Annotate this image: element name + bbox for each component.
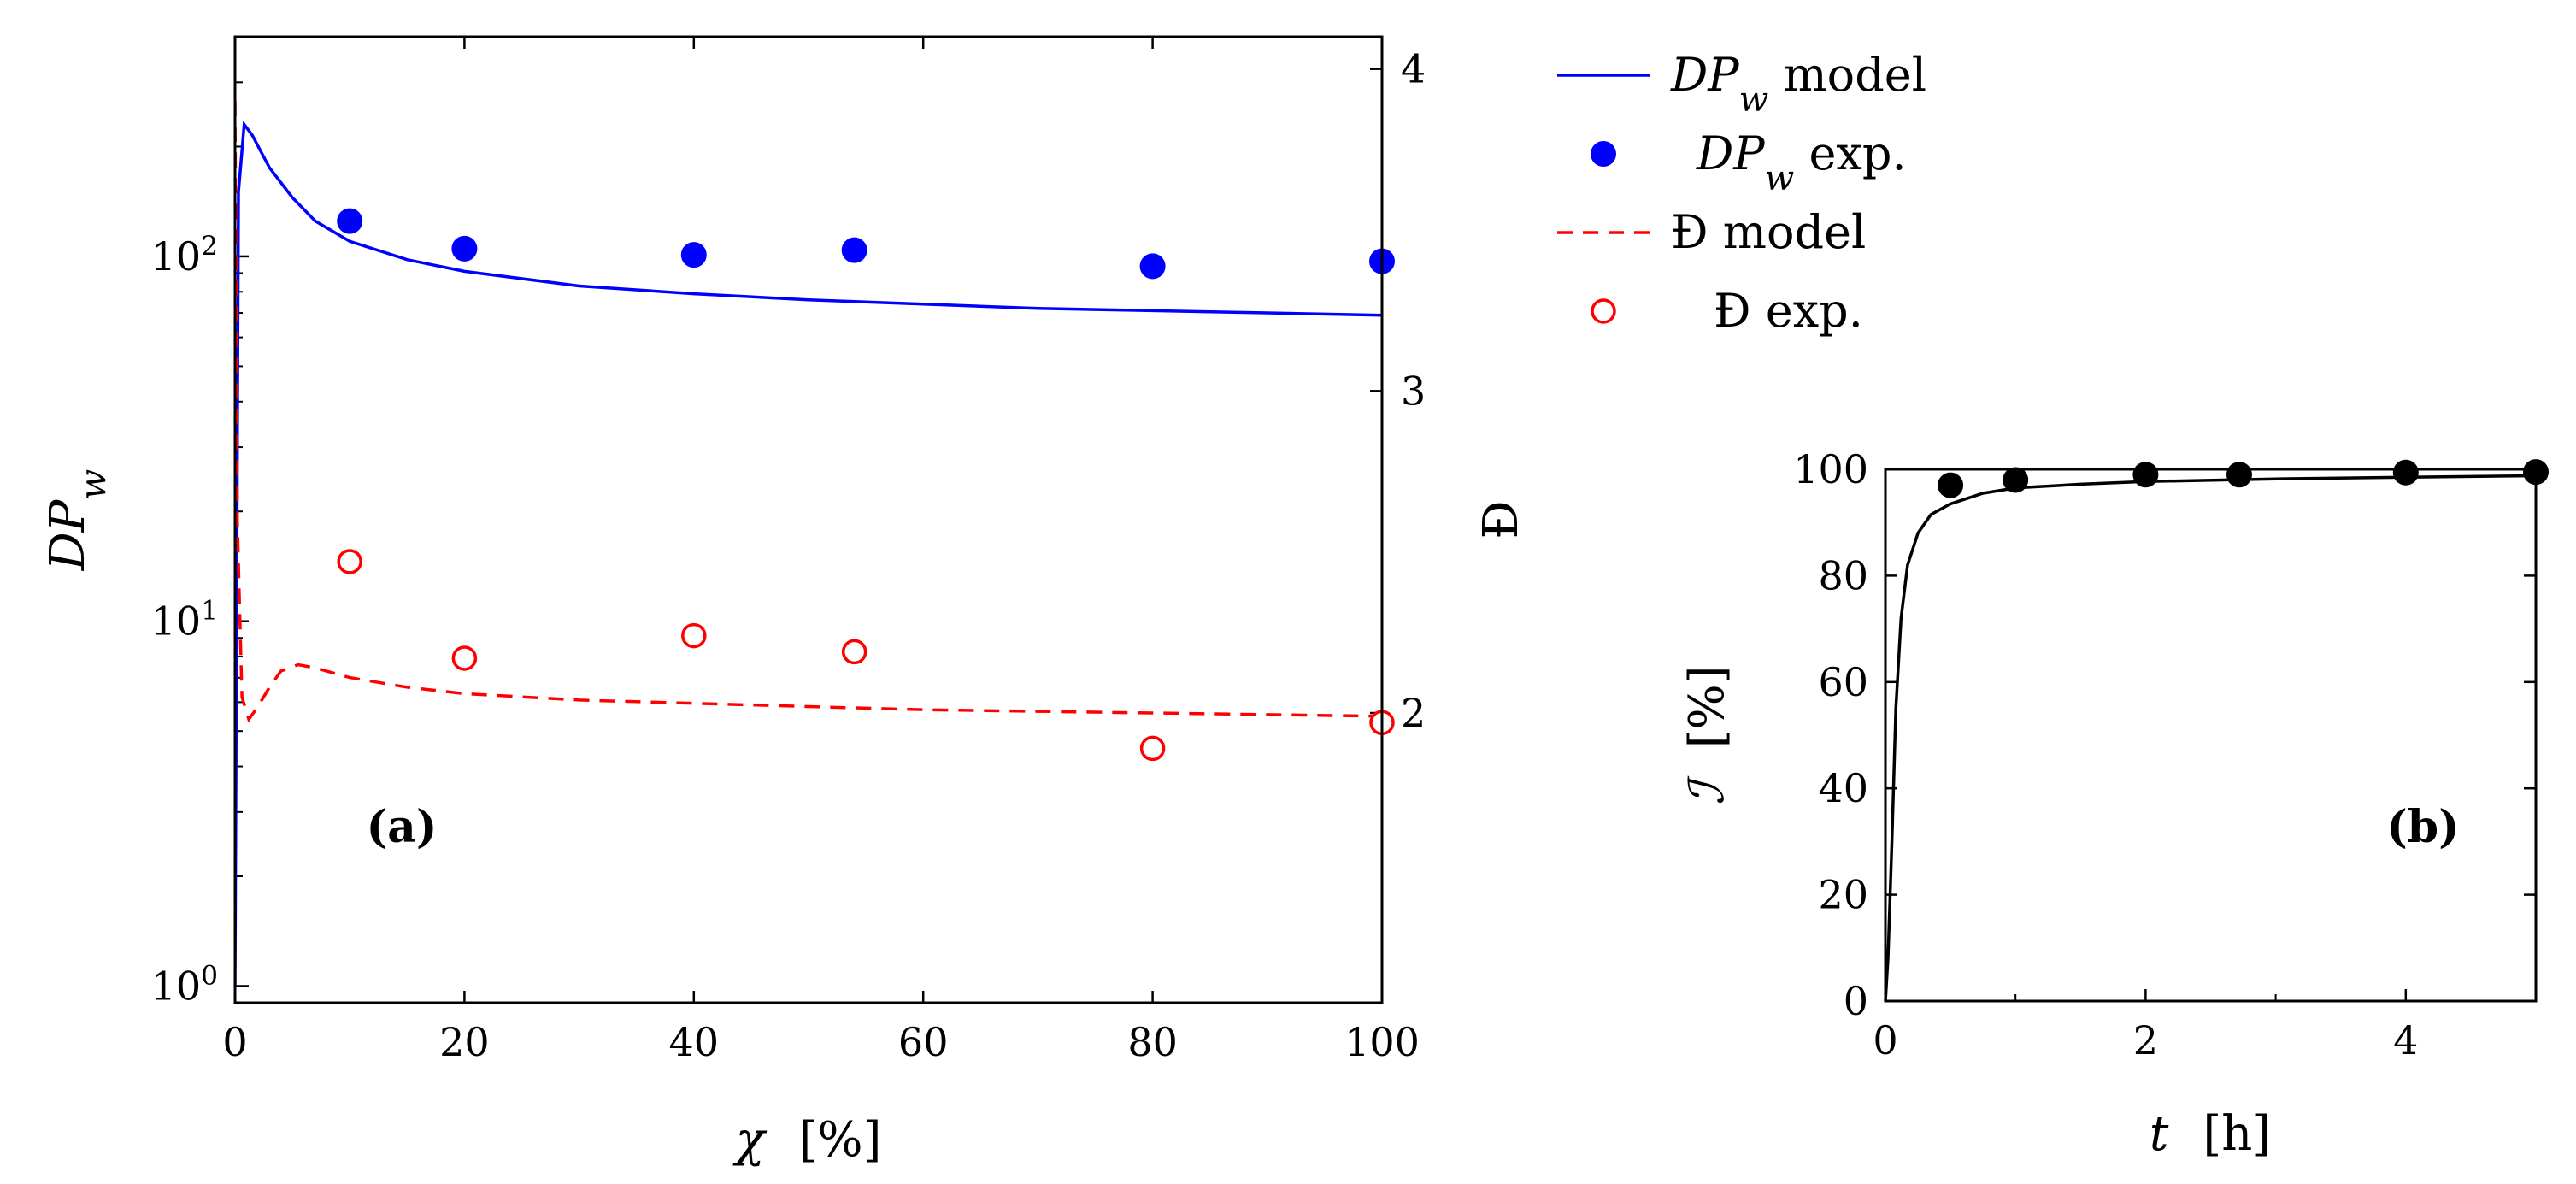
panel-a-x-symbol: χ [732, 1112, 768, 1168]
series-dpw_exp-point [337, 208, 363, 234]
panel-b-y-tick-label: 0 [1844, 978, 1868, 1024]
panel-b-y-axis-label: ℐ [%] [1679, 665, 1735, 804]
panel-b-x-symbol: t [2150, 1106, 2169, 1162]
panel-a-right-tick-label: 4 [1401, 46, 1426, 92]
series-d_exp-point [1139, 735, 1166, 762]
panel-b-y-unit: [%] [1679, 665, 1735, 748]
panel-a-left-y-axis-label: DPw [40, 469, 114, 572]
panel-a-x-tick-label: 60 [898, 1019, 949, 1065]
panel-b-series [1884, 459, 2549, 1002]
series-dpw_exp-point [841, 237, 867, 263]
series-b-exp-point [1938, 472, 1964, 498]
series-dpw_exp-point [451, 235, 478, 262]
series-b-exp-point [2392, 459, 2419, 486]
legend-dpw_exp-marker [1591, 141, 1616, 167]
panel-b-y-tick-label: 100 [1793, 446, 1868, 492]
panel-b-label: (b) [2386, 801, 2460, 853]
panel-a-right-tick-label: 2 [1401, 690, 1426, 736]
panel-a-series [235, 101, 1395, 987]
panel-a-x-tick-label: 20 [439, 1019, 490, 1065]
panel-b-x-unit: [h] [2203, 1106, 2271, 1162]
legend-dpw_model-label: DPw model [1670, 48, 1926, 120]
panel-a-left-tick-label: 101 [151, 596, 218, 645]
panel-a-x-unit: [%] [799, 1112, 882, 1168]
panel-b-y-tick-label: 80 [1818, 552, 1868, 598]
panel-b-y-symbol: ℐ [1679, 775, 1735, 805]
legend-dpw_exp-label: DPw exp. [1696, 127, 1907, 198]
series-dpw_exp-point [680, 242, 707, 268]
panel-a-right-y-axis-label: Đ [1473, 500, 1529, 539]
series-d_exp-point [841, 639, 867, 665]
series-d_model-line [235, 101, 1382, 723]
panel-b-y-tick-label: 20 [1818, 872, 1868, 918]
series-b-model-line [1884, 474, 2537, 1002]
panel-a-x-tick-label: 40 [669, 1019, 720, 1065]
panel-a-left-tick-label: 102 [151, 231, 218, 280]
series-d_exp-point [451, 645, 478, 671]
series-d_exp-point [681, 622, 707, 649]
panel-b-x-tick-label: 0 [1873, 1017, 1897, 1063]
panel-a-x-tick-label: 100 [1344, 1019, 1420, 1065]
legend-d_exp-marker [1591, 298, 1616, 324]
series-dpw_model-line [235, 120, 1382, 987]
panel-a-left-tick-label: 100 [151, 960, 218, 1009]
series-b-exp-point [2003, 467, 2029, 493]
panel-b-x-tick-label: 2 [2133, 1017, 2158, 1063]
panel-a-frame [233, 35, 1384, 1004]
panel-b-x-tick-label: 4 [2393, 1017, 2418, 1063]
panel-b-frame [1884, 468, 2538, 1003]
panel-a: 0 20 40 60 80 100 100 101 102 2 3 4 (a) χ [%] DPw Đ [40, 35, 1529, 1168]
panel-a-ticks: 0 20 40 60 80 100 100 101 102 2 3 4 [151, 36, 1426, 1065]
panel-a-right-tick-label: 3 [1401, 368, 1426, 414]
series-b-exp-point [2226, 462, 2252, 488]
panel-a-x-tick-label: 0 [222, 1019, 247, 1065]
panel-b-y-tick-label: 60 [1818, 659, 1868, 705]
series-b-exp-point [2132, 462, 2159, 488]
panel-a-x-axis-label: χ [%] [732, 1112, 882, 1168]
series-d_exp-point [337, 549, 362, 574]
series-dpw_exp-point [1139, 253, 1166, 280]
panel-b-x-axis-label: t [h] [2150, 1106, 2271, 1162]
panel-b-y-tick-label: 40 [1818, 765, 1868, 811]
panel-a-label: (a) [367, 801, 438, 853]
legend-d_model-label: Đ model [1671, 205, 1866, 259]
panel-a-x-tick-label: 80 [1127, 1019, 1178, 1065]
legend-d_exp-label: Đ exp. [1714, 284, 1863, 338]
